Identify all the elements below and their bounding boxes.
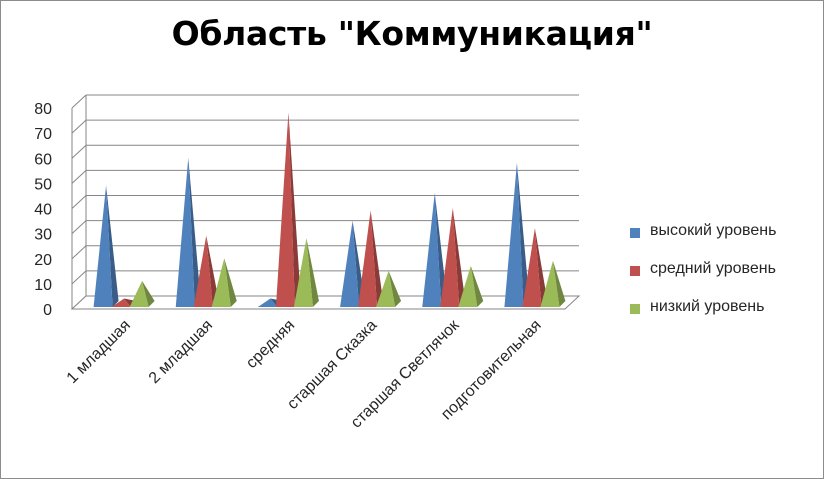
legend-label-high: высокий уровень [650,222,777,239]
pyramid-side [206,235,219,307]
pyramid-front [111,298,131,307]
pyramid-front [540,260,560,307]
y-tick-label: 0 [43,302,52,319]
pyramid-front [175,157,195,307]
pyramid-front [358,210,378,307]
pyramid-front [422,192,442,307]
y-tick-label: 60 [34,151,52,168]
pyramid-front [340,220,360,307]
chart-title: Область "Коммуникация" [171,14,653,53]
pyramid-front [93,185,113,307]
y-tick-label: 80 [34,101,52,118]
pyramid-side [370,210,384,307]
pyramid-front [275,112,295,307]
pyramid-front [440,208,460,307]
legend-label-medium: средний уровень [650,260,776,277]
pyramid-side [142,280,155,307]
pyramid-side [106,185,119,307]
pyramid-side [452,208,466,307]
pyramid-side [516,162,530,307]
pyramid-front [376,270,396,307]
pyramid-front [504,162,524,307]
pyramid-front [458,265,478,307]
gridline-side [71,270,87,285]
pyramid-side [224,258,237,307]
y-tick-label: 10 [34,277,52,294]
legend-label-low: низкий уровень [650,298,765,315]
pyramid-front [257,298,277,307]
pyramid-side [288,112,301,307]
pyramid-front [522,228,542,307]
y-tick-label: 50 [34,176,52,193]
pyramid-side [188,157,201,307]
gridline-side [71,119,87,134]
gridline-side [71,220,87,234]
pyramid-front [293,238,313,307]
gridline-side [71,144,87,159]
x-tick-label: средняя [243,317,298,372]
y-tick-label: 20 [34,252,52,269]
pyramid-side [306,238,319,307]
x-tick-label: старшая Сказка [284,317,380,413]
y-tick-label: 30 [34,227,52,244]
gridline-side [71,195,87,209]
pyramid-front [129,280,149,307]
pyramid-side [534,228,548,307]
pyramid-side [552,260,566,307]
pyramid-side [388,270,402,307]
pyramid-front [211,258,231,307]
gridline-side [71,170,87,184]
legend-swatch-low [630,304,640,314]
gridline-side [71,94,87,109]
legend-swatch-medium [630,266,640,276]
pyramid-front [193,235,213,307]
y-tick-label: 70 [34,126,52,143]
pyramid-side [470,265,484,307]
gridline-side [71,245,87,260]
x-tick-label: 1 младшая [64,317,134,387]
x-tick-label: 2 младшая [146,317,216,387]
legend-swatch-high [630,228,640,238]
y-tick-label: 40 [34,202,52,219]
